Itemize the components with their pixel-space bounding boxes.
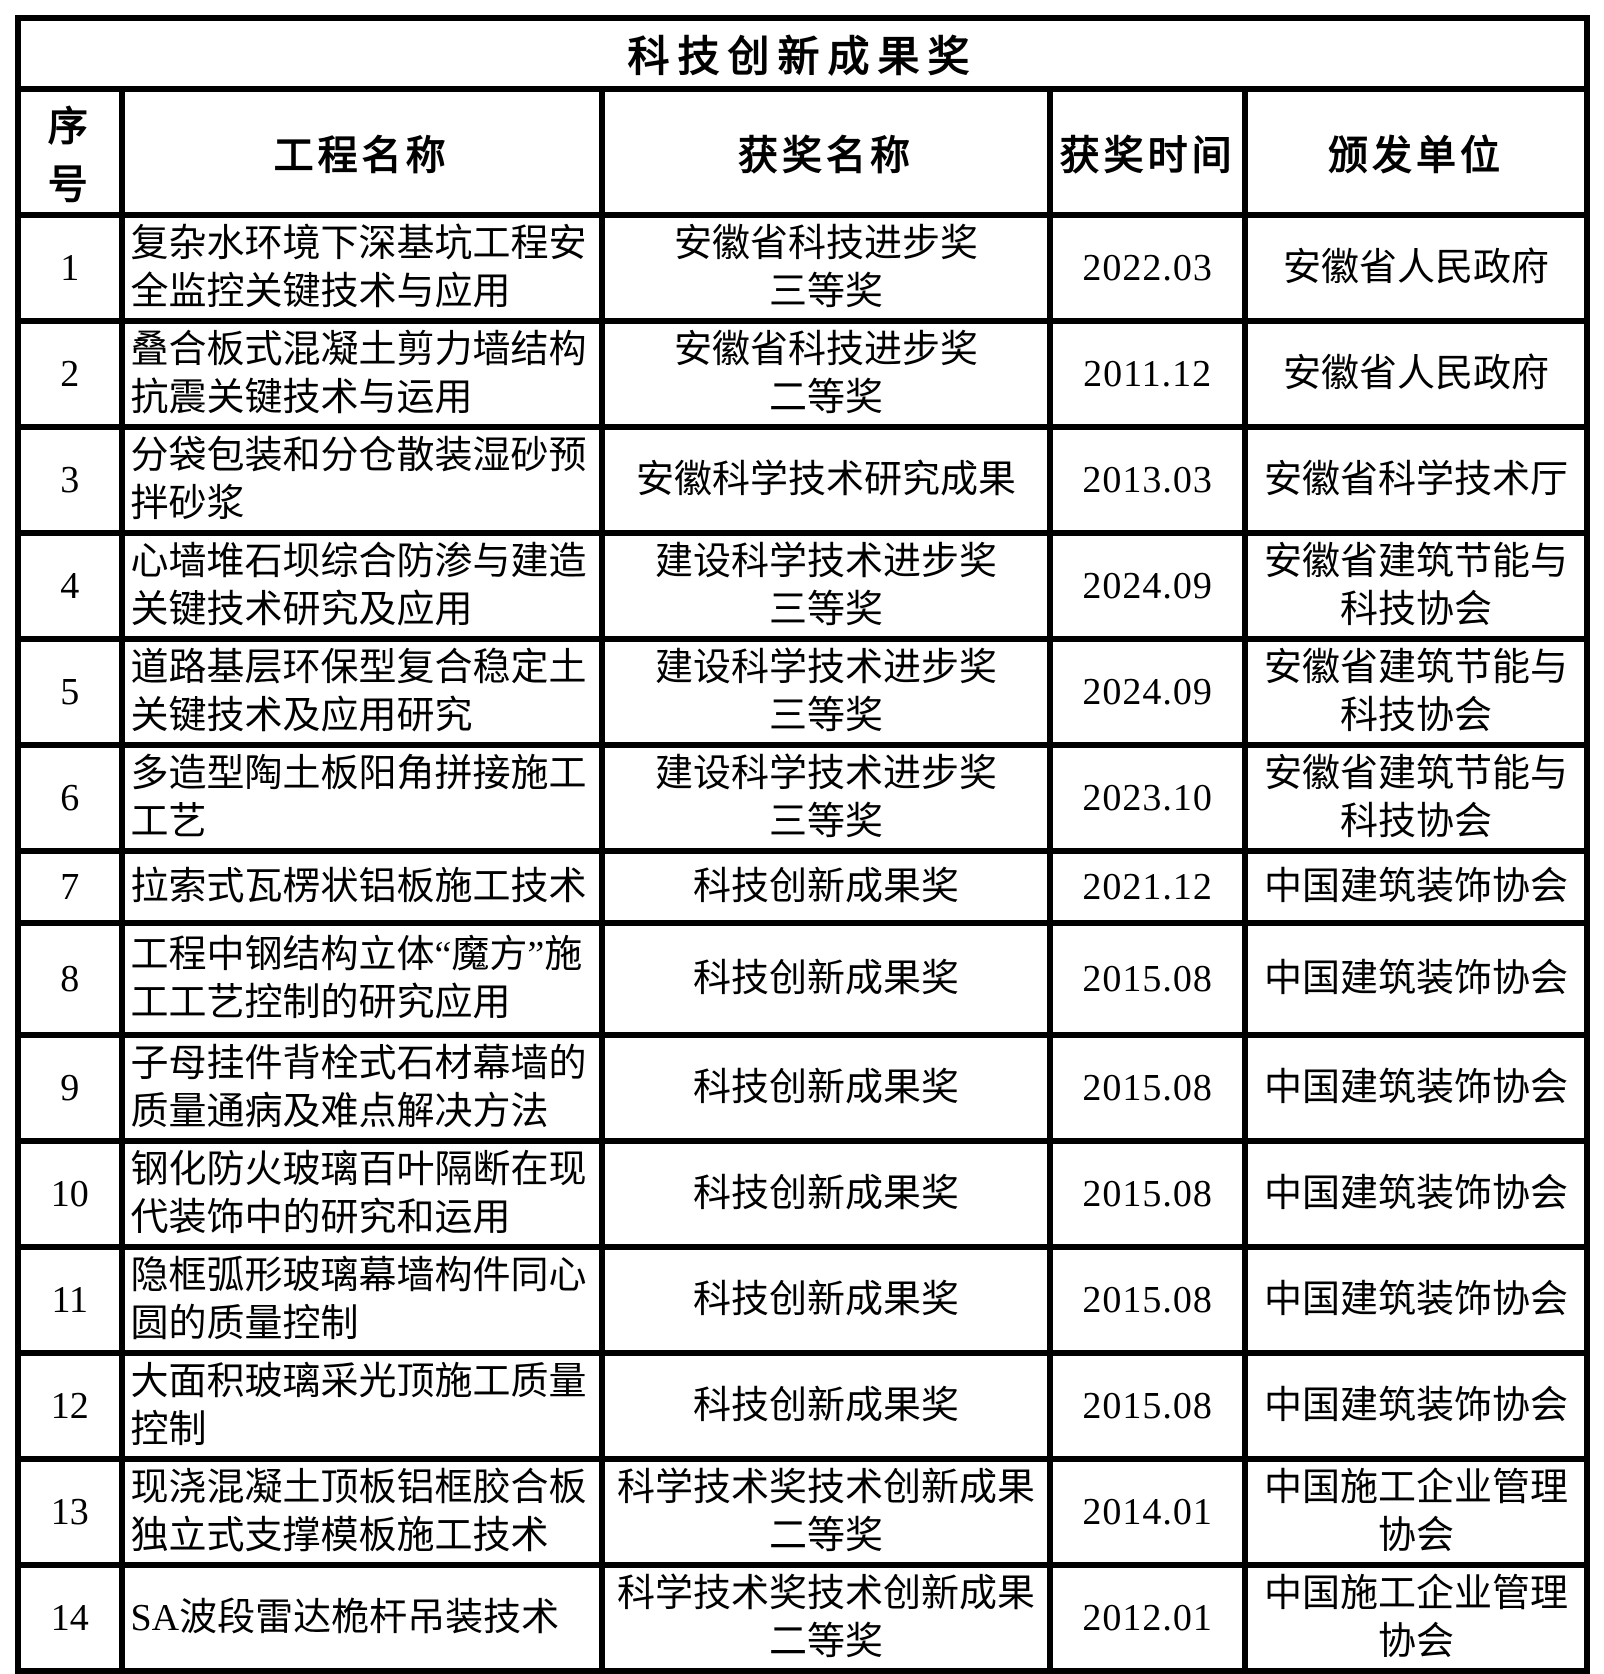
table-row: 8 工程中钢结构立体“魔方”施工工艺控制的研究应用 科技创新成果奖 2015.0… [15, 920, 1591, 1038]
issuer-cell: 安徽省建筑节能与 科技协会 [1241, 742, 1591, 854]
issuer-cell: 中国建筑装饰协会 [1241, 1244, 1591, 1356]
award-name-cell: 科技创新成果奖 [598, 1032, 1054, 1144]
table-row: 10 钢化防火玻璃百叶隔断在现代装饰中的研究和运用 科技创新成果奖 2015.0… [15, 1138, 1591, 1250]
award-date-cell: 2011.12 [1047, 318, 1248, 430]
award-date-cell: 2023.10 [1047, 742, 1248, 854]
table-row: 12 大面积玻璃采光顶施工质量控制 科技创新成果奖 2015.08 中国建筑装饰… [15, 1350, 1591, 1462]
row-number-cell: 13 [15, 1456, 125, 1568]
issuer-cell: 安徽省人民政府 [1241, 212, 1591, 324]
issuer-cell: 中国建筑装饰协会 [1241, 848, 1591, 926]
header-award-name: 获奖名称 [598, 86, 1054, 218]
award-date-cell: 2012.01 [1047, 1562, 1248, 1674]
row-number-cell: 14 [15, 1562, 125, 1674]
project-name-cell: 大面积玻璃采光顶施工质量控制 [118, 1350, 605, 1462]
issuer-cell: 中国施工企业管理 协会 [1241, 1456, 1591, 1568]
table-row: 4 心墙堆石坝综合防渗与建造关键技术研究及应用 建设科学技术进步奖 三等奖 20… [15, 530, 1591, 642]
award-name-cell: 建设科学技术进步奖 三等奖 [598, 742, 1054, 854]
award-date-cell: 2015.08 [1047, 920, 1248, 1038]
table-row: 13 现浇混凝土顶板铝框胶合板独立式支撑模板施工技术 科学技术奖技术创新成果 二… [15, 1456, 1591, 1568]
award-date-cell: 2024.09 [1047, 636, 1248, 748]
award-date-cell: 2024.09 [1047, 530, 1248, 642]
table-row: 1 复杂水环境下深基坑工程安全监控关键技术与应用 安徽省科技进步奖 三等奖 20… [15, 212, 1591, 324]
row-number-cell: 1 [15, 212, 125, 324]
award-date-cell: 2015.08 [1047, 1350, 1248, 1462]
project-name-cell: 隐框弧形玻璃幕墙构件同心圆的质量控制 [118, 1244, 605, 1356]
row-number-cell: 3 [15, 424, 125, 536]
award-date-cell: 2013.03 [1047, 424, 1248, 536]
table-row: 3 分袋包装和分仓散装湿砂预拌砂浆 安徽科学技术研究成果 2013.03 安徽省… [15, 424, 1591, 536]
award-name-cell: 建设科学技术进步奖 三等奖 [598, 530, 1054, 642]
row-number-cell: 12 [15, 1350, 125, 1462]
project-name-cell: 叠合板式混凝土剪力墙结构抗震关键技术与运用 [118, 318, 605, 430]
award-date-cell: 2021.12 [1047, 848, 1248, 926]
awards-table: 科技创新成果奖 序号 工程名称 获奖名称 获奖时间 颁发单位 1 复杂水环境下深… [15, 15, 1591, 1674]
project-name-cell: 复杂水环境下深基坑工程安全监控关键技术与应用 [118, 212, 605, 324]
table-row: 9 子母挂件背栓式石材幕墙的质量通病及难点解决方法 科技创新成果奖 2015.0… [15, 1032, 1591, 1144]
row-number-cell: 4 [15, 530, 125, 642]
issuer-cell: 安徽省人民政府 [1241, 318, 1591, 430]
award-name-cell: 科学技术奖技术创新成果 二等奖 [598, 1456, 1054, 1568]
row-number-cell: 5 [15, 636, 125, 748]
header-row: 序号 工程名称 获奖名称 获奖时间 颁发单位 [15, 86, 1591, 218]
table-title: 科技创新成果奖 [15, 15, 1590, 92]
award-name-cell: 科技创新成果奖 [598, 848, 1054, 926]
table-row: 5 道路基层环保型复合稳定土关键技术及应用研究 建设科学技术进步奖 三等奖 20… [15, 636, 1591, 748]
table-row: 6 多造型陶土板阳角拼接施工工艺 建设科学技术进步奖 三等奖 2023.10 安… [15, 742, 1591, 854]
project-name-cell: 钢化防火玻璃百叶隔断在现代装饰中的研究和运用 [118, 1138, 605, 1250]
award-name-cell: 科技创新成果奖 [598, 1350, 1054, 1462]
award-name-cell: 科技创新成果奖 [598, 1244, 1054, 1356]
table-row: 7 拉索式瓦楞状铝板施工技术 科技创新成果奖 2021.12 中国建筑装饰协会 [15, 848, 1591, 926]
award-name-cell: 安徽省科技进步奖 三等奖 [598, 212, 1054, 324]
issuer-cell: 中国建筑装饰协会 [1241, 920, 1591, 1038]
project-name-cell: 多造型陶土板阳角拼接施工工艺 [118, 742, 605, 854]
row-number-cell: 2 [15, 318, 125, 430]
project-name-cell: SA波段雷达桅杆吊装技术 [118, 1562, 605, 1674]
table-row: 11 隐框弧形玻璃幕墙构件同心圆的质量控制 科技创新成果奖 2015.08 中国… [15, 1244, 1591, 1356]
award-name-cell: 科技创新成果奖 [598, 920, 1054, 1038]
award-name-cell: 科技创新成果奖 [598, 1138, 1054, 1250]
award-date-cell: 2022.03 [1047, 212, 1248, 324]
award-name-cell: 安徽省科技进步奖 二等奖 [598, 318, 1054, 430]
table-row: 14 SA波段雷达桅杆吊装技术 科学技术奖技术创新成果 二等奖 2012.01 … [15, 1562, 1591, 1674]
issuer-cell: 中国建筑装饰协会 [1241, 1032, 1591, 1144]
row-number-cell: 11 [15, 1244, 125, 1356]
project-name-cell: 现浇混凝土顶板铝框胶合板独立式支撑模板施工技术 [118, 1456, 605, 1568]
award-name-cell: 建设科学技术进步奖 三等奖 [598, 636, 1054, 748]
header-index: 序号 [15, 86, 125, 218]
title-row: 科技创新成果奖 [15, 15, 1590, 92]
issuer-cell: 安徽省建筑节能与 科技协会 [1241, 636, 1591, 748]
award-date-cell: 2015.08 [1047, 1244, 1248, 1356]
issuer-cell: 中国建筑装饰协会 [1241, 1138, 1591, 1250]
project-name-cell: 子母挂件背栓式石材幕墙的质量通病及难点解决方法 [118, 1032, 605, 1144]
issuer-cell: 中国建筑装饰协会 [1241, 1350, 1591, 1462]
header-project-name: 工程名称 [118, 86, 605, 218]
project-name-cell: 拉索式瓦楞状铝板施工技术 [118, 848, 605, 926]
row-number-cell: 10 [15, 1138, 125, 1250]
award-date-cell: 2015.08 [1047, 1138, 1248, 1250]
award-name-cell: 安徽科学技术研究成果 [598, 424, 1054, 536]
table-row: 2 叠合板式混凝土剪力墙结构抗震关键技术与运用 安徽省科技进步奖 二等奖 201… [15, 318, 1591, 430]
award-name-cell: 科学技术奖技术创新成果 二等奖 [598, 1562, 1054, 1674]
project-name-cell: 分袋包装和分仓散装湿砂预拌砂浆 [118, 424, 605, 536]
row-number-cell: 7 [15, 848, 125, 926]
issuer-cell: 安徽省建筑节能与 科技协会 [1241, 530, 1591, 642]
issuer-cell: 中国施工企业管理 协会 [1241, 1562, 1591, 1674]
project-name-cell: 道路基层环保型复合稳定土关键技术及应用研究 [118, 636, 605, 748]
award-date-cell: 2015.08 [1047, 1032, 1248, 1144]
row-number-cell: 8 [15, 920, 125, 1038]
project-name-cell: 心墙堆石坝综合防渗与建造关键技术研究及应用 [118, 530, 605, 642]
document-page: 科技创新成果奖 序号 工程名称 获奖名称 获奖时间 颁发单位 1 复杂水环境下深… [15, 15, 1591, 1674]
issuer-cell: 安徽省科学技术厅 [1241, 424, 1591, 536]
row-number-cell: 6 [15, 742, 125, 854]
header-issuer: 颁发单位 [1241, 86, 1591, 218]
project-name-cell: 工程中钢结构立体“魔方”施工工艺控制的研究应用 [118, 920, 605, 1038]
row-number-cell: 9 [15, 1032, 125, 1144]
award-date-cell: 2014.01 [1047, 1456, 1248, 1568]
header-award-date: 获奖时间 [1047, 86, 1248, 218]
